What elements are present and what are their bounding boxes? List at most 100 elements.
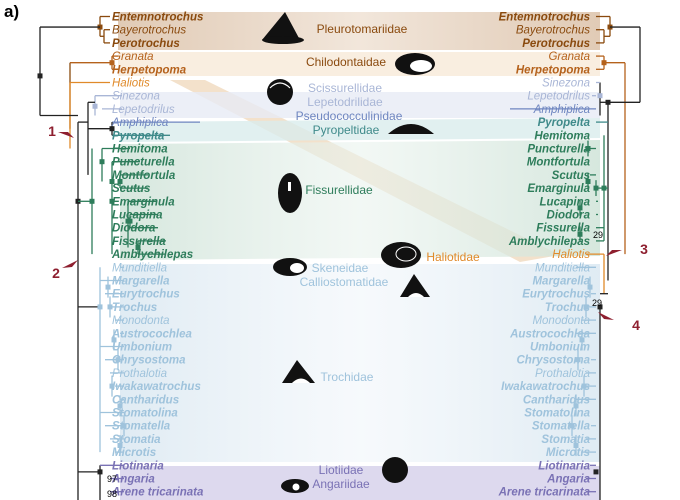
arrow-label: 2 <box>52 265 60 281</box>
support-value: 97 <box>107 474 117 484</box>
left-taxon-label: Stomatia <box>112 434 161 446</box>
left-taxon-label: Perotrochus <box>112 38 180 50</box>
right-tree-node <box>585 179 591 184</box>
family-label: Fissurellidae <box>305 183 373 197</box>
node-arrow-icon <box>598 312 614 320</box>
connection-ribbons <box>118 12 600 500</box>
family-labels: Pleurotomariidae Chilodontaidae Scissurell… <box>296 22 480 491</box>
support-value: 98 <box>107 489 117 499</box>
left-tree-node <box>117 403 123 409</box>
support-value: 29 <box>592 298 602 308</box>
right-tree-node <box>597 304 603 310</box>
node-arrow-icon <box>58 132 74 138</box>
left-tree-node <box>117 179 123 184</box>
left-tree-node <box>109 198 115 204</box>
right-taxon-label: Diodora <box>547 210 591 222</box>
right-taxon-label: Cantharidus <box>523 394 590 406</box>
right-tree-node <box>593 469 599 475</box>
family-label: Scissurellidae <box>308 81 382 95</box>
right-taxon-label: Stomatia <box>541 434 590 446</box>
right-tree-node <box>573 443 579 448</box>
right-tree-node <box>575 357 581 363</box>
right-tree-node <box>593 185 599 191</box>
right-taxon-label: Margarella <box>532 276 590 288</box>
node-arrow-icon <box>606 250 622 256</box>
left-tree <box>37 15 200 500</box>
left-taxon-label: Microtis <box>112 447 156 459</box>
left-tree-node <box>109 126 115 132</box>
left-tree-node <box>121 423 127 429</box>
ribbon-chilodontaidae <box>118 52 600 76</box>
pleurotomaria-shell-icon <box>262 12 304 44</box>
right-taxon-label: Granata <box>548 51 590 63</box>
arrow-label: 4 <box>632 317 640 333</box>
left-taxon-label: Bayerotrochus <box>112 25 186 37</box>
right-tree-node <box>579 337 585 343</box>
left-tree-node <box>37 73 43 79</box>
right-taxon-label: Bayerotrochus <box>516 25 590 37</box>
right-taxon-label: Trochus <box>545 302 590 314</box>
right-taxon-labels: EntemnotrochusBayerotrochusPerotrochusGr… <box>498 12 591 499</box>
right-taxon-label: Umbonium <box>530 342 590 354</box>
left-taxon-label: Lucapina <box>112 210 163 222</box>
family-label: Haliotidae <box>426 250 480 264</box>
ribbon-scissurellidae <box>120 92 600 118</box>
ribbon-liotiidae <box>120 466 600 500</box>
left-taxon-label: Emarginula <box>112 196 175 208</box>
family-label: Skeneidae <box>312 261 369 275</box>
left-tree-node <box>107 304 113 310</box>
left-taxon-label: Scutus <box>112 183 150 195</box>
family-label: Chilodontaidae <box>306 55 386 69</box>
right-taxon-label: Entemnotrochus <box>499 12 590 24</box>
left-taxon-label: Stomatolina <box>112 408 178 420</box>
right-tree-node <box>601 185 607 191</box>
family-label: Pleurotomariidae <box>317 22 408 36</box>
right-taxon-label: Stomatella <box>532 421 591 433</box>
trochus-shell-icon <box>282 360 315 383</box>
chilodonta-shell-icon <box>395 53 435 75</box>
right-taxon-label: Perotrochus <box>522 38 590 50</box>
right-taxon-label: Hemitoma <box>534 130 590 142</box>
left-tree-node <box>99 159 105 165</box>
left-tree-node <box>105 284 111 290</box>
left-taxon-labels: EntemnotrochusBayerotrochusPerotrochusGr… <box>111 12 204 499</box>
left-taxon-label: Puncturella <box>112 157 175 169</box>
right-taxon-label: Chrysostoma <box>517 355 591 367</box>
left-tree-node <box>92 103 98 109</box>
arrow-label: 1 <box>48 123 56 139</box>
left-taxon-label: Umbonium <box>112 342 172 354</box>
right-tree-node <box>597 93 603 99</box>
left-taxon-label: Monodonta <box>112 315 170 327</box>
right-tree-node <box>577 231 583 237</box>
left-taxon-label: Amblychilepas <box>111 249 193 261</box>
right-tree-node <box>585 146 591 151</box>
right-taxon-label: Puncturella <box>527 144 590 156</box>
right-taxon-label: Iwakawatrochus <box>501 381 590 393</box>
right-taxon-label: Austrocochlea <box>509 328 590 340</box>
node-arrow-icon <box>62 260 78 268</box>
left-tree-node <box>89 198 95 204</box>
left-tree-node <box>117 443 123 448</box>
right-tree <box>510 15 641 500</box>
right-taxon-label: Emarginula <box>527 183 590 195</box>
right-taxon-label: Stomatolina <box>524 408 590 420</box>
right-taxon-label: Lepetodrilus <box>527 91 590 103</box>
left-taxon-label: Sinezona <box>112 91 160 103</box>
liotia-shell-icon <box>382 457 408 483</box>
ribbon-fissurellidae <box>120 140 600 260</box>
right-tree-node <box>605 99 611 105</box>
left-taxon-label: Eurytrochus <box>112 289 180 301</box>
left-taxon-label: Austrocochlea <box>111 328 192 340</box>
left-tree-node <box>109 383 115 389</box>
left-tree-node <box>97 469 103 475</box>
left-taxon-label: Liotinaria <box>112 460 164 472</box>
right-taxon-label: Liotinaria <box>538 460 590 472</box>
left-taxon-label: Herpetopoma <box>112 64 187 76</box>
calliostoma-shell-icon <box>400 274 430 297</box>
left-taxon-label: Angaria <box>111 474 155 486</box>
left-taxon-label: Chrysostoma <box>112 355 186 367</box>
left-tree-node <box>115 357 121 363</box>
right-tree-node <box>577 205 583 211</box>
left-tree-node <box>97 304 103 310</box>
